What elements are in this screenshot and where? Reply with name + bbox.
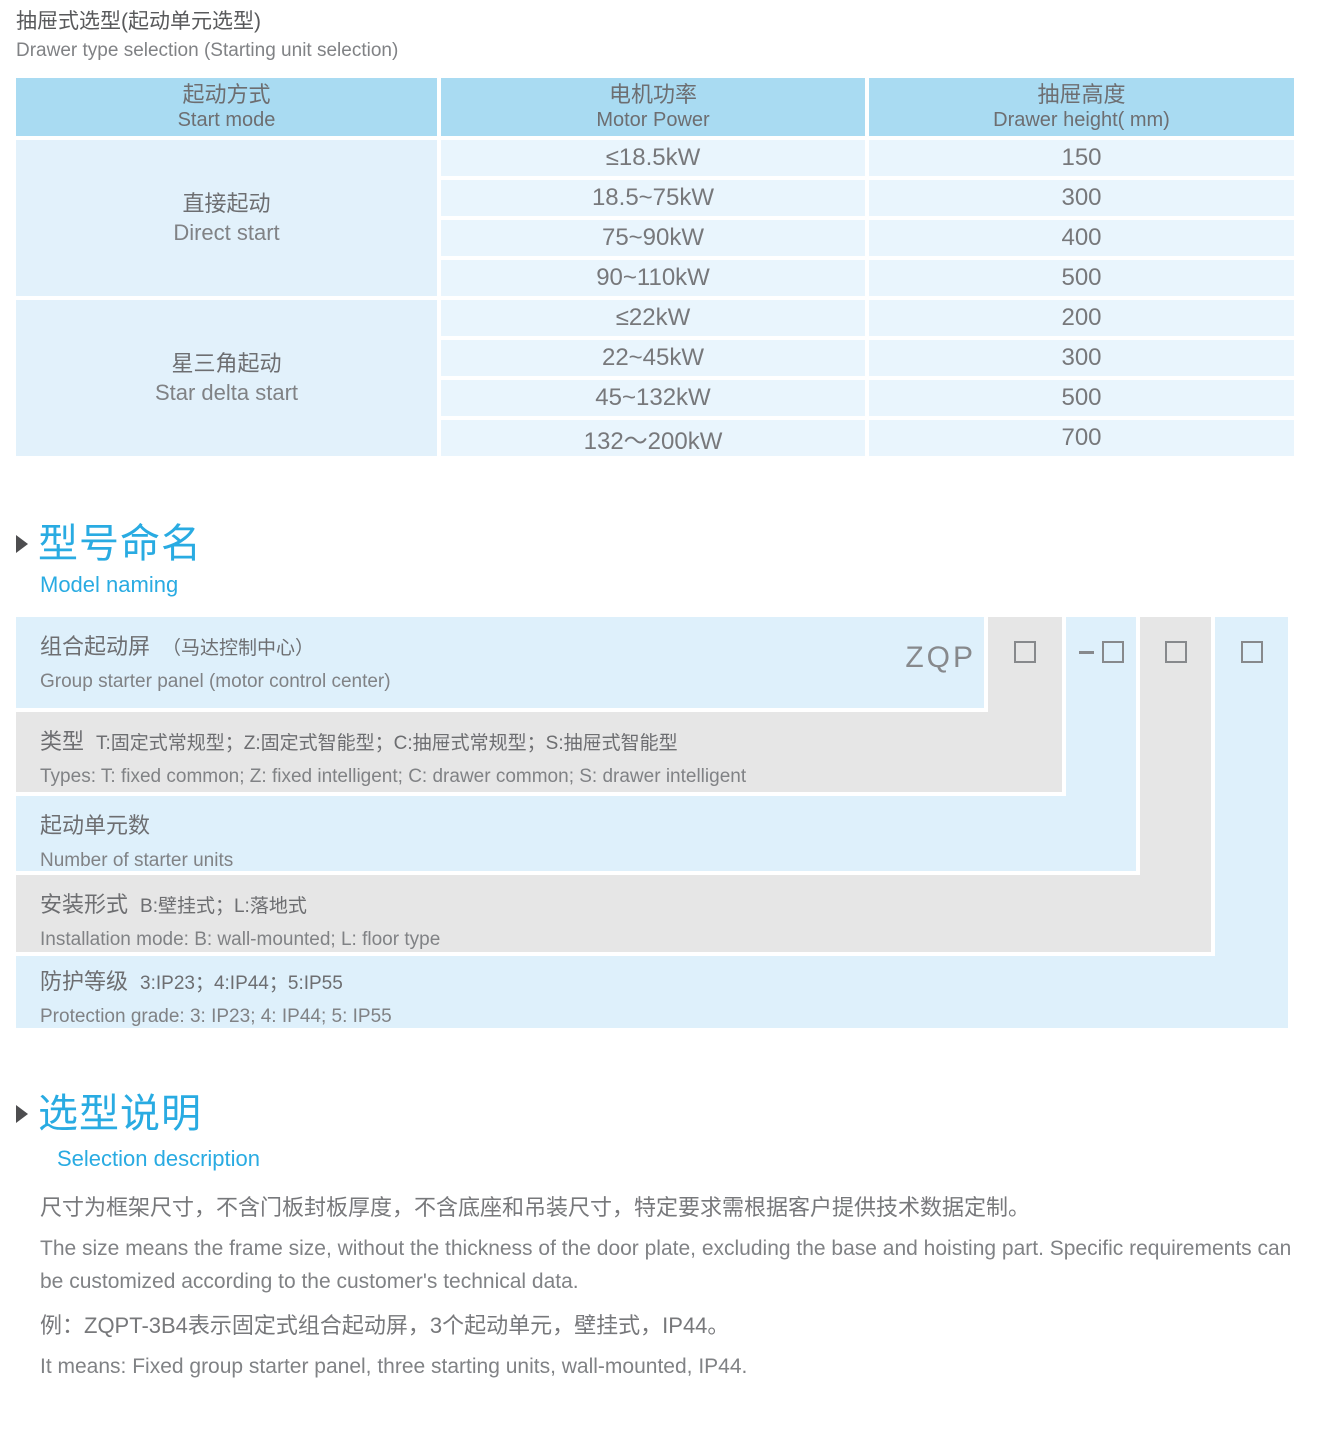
model-naming-diagram: 组合起动屏 （马达控制中心） Group starter panel (motor…	[16, 617, 1288, 1030]
diagram-row-lead-cn: 类型	[40, 729, 85, 754]
height-cell: 500	[869, 380, 1294, 416]
height-cell: 300	[869, 180, 1294, 216]
diagram-row-protection-grade: 防护等级 3:IP23；4:IP44；5:IP55 Protection grad…	[16, 956, 1288, 1028]
diagram-row-starter-units: 起动单元数 Number of starter units	[16, 796, 1136, 871]
col-header-cn: 起动方式	[182, 82, 271, 107]
model-code-dash	[1078, 650, 1094, 654]
col-header-motor-power: 电机功率 Motor Power	[441, 78, 865, 136]
diagram-row-installation-mode: 安装形式 B:壁挂式；L:落地式 Installation mode: B: wa…	[16, 875, 1211, 952]
power-cell: 45~132kW	[441, 380, 865, 416]
diagram-row-lead-cn: 起动单元数	[40, 813, 151, 838]
col-header-cn: 抽屉高度	[1037, 82, 1126, 107]
mode-cn: 直接起动	[182, 191, 271, 216]
section-title-en: Model naming	[40, 572, 179, 597]
power-cell: 75~90kW	[441, 220, 865, 256]
col-header-cn: 电机功率	[608, 82, 697, 107]
section-selection-description-title: 选型说明 Selection description	[16, 1090, 260, 1172]
diagram-row-en: Group starter panel (motor control cente…	[40, 671, 391, 692]
doc-title-cn: 抽屉式选型(起动单元选型)	[16, 10, 261, 33]
mode-cell-direct-start: 直接起动 Direct start	[16, 140, 437, 296]
power-cell: 22~45kW	[441, 340, 865, 376]
diagram-row-detail-cn: B:壁挂式；L:落地式	[140, 896, 307, 917]
height-cell: 300	[869, 340, 1294, 376]
power-cell: 18.5~75kW	[441, 180, 865, 216]
diagram-row-types: 类型 T:固定式常规型；Z:固定式智能型；C:抽屉式常规型；S:抽屉式智能型 Ty…	[16, 712, 1062, 792]
diagram-row-detail-cn: 3:IP23；4:IP44；5:IP55	[140, 973, 343, 994]
diagram-row-en: Installation mode: B: wall-mounted; L: f…	[40, 929, 441, 950]
doc-title-en: Drawer type selection (Starting unit sel…	[16, 40, 399, 61]
power-cell: ≤22kW	[441, 300, 865, 336]
power-cell: ≤18.5kW	[441, 140, 865, 176]
col-header-en: Start mode	[177, 109, 276, 131]
section-arrow-icon	[16, 1105, 28, 1123]
power-cell: 90~110kW	[441, 260, 865, 296]
diagram-row-en: Types: T: fixed common; Z: fixed intelli…	[40, 766, 747, 787]
section-title-cn: 型号命名	[38, 522, 202, 566]
height-cell: 200	[869, 300, 1294, 336]
diagram-pillar-protection	[1215, 617, 1288, 1028]
diagram-row-group-starter-panel: 组合起动屏 （马达控制中心） Group starter panel (motor…	[16, 617, 984, 708]
diagram-row-lead-cn: 组合起动屏	[40, 634, 151, 659]
example-cn: 例：ZQPT-3B4表示固定式组合起动屏，3个起动单元，壁挂式，IP44。	[40, 1313, 730, 1338]
diagram-pillar-type	[988, 617, 1062, 792]
col-header-drawer-height: 抽屉高度 Drawer height( mm)	[869, 78, 1294, 136]
model-code-box	[1014, 641, 1036, 663]
height-cell: 150	[869, 140, 1294, 176]
mode-cell-star-delta-start: 星三角起动 Star delta start	[16, 300, 437, 456]
description-en: The size means the frame size, without t…	[40, 1237, 1292, 1293]
selection-description-text: 尺寸为框架尺寸，不含门板封板厚度，不含底座和吊装尺寸，特定要求需根据客户提供技术…	[40, 1192, 1292, 1395]
selection-table: 起动方式 Start mode 电机功率 Motor Power 抽屉高度 Dr…	[16, 78, 1294, 456]
section-title-cn: 选型说明	[38, 1092, 202, 1136]
height-cell: 500	[869, 260, 1294, 296]
example-en: It means: Fixed group starter panel, thr…	[40, 1355, 748, 1378]
section-arrow-icon	[16, 535, 28, 553]
mode-en: Star delta start	[154, 380, 299, 405]
model-code-box	[1240, 641, 1263, 663]
col-header-en: Motor Power	[596, 109, 710, 131]
diagram-row-detail-cn: T:固定式常规型；Z:固定式智能型；C:抽屉式常规型；S:抽屉式智能型	[96, 733, 678, 754]
diagram-pillar-units	[1066, 617, 1136, 871]
mode-en: Direct start	[173, 220, 280, 245]
section-title-en: Selection description	[57, 1146, 261, 1171]
description-cn: 尺寸为框架尺寸，不含门板封板厚度，不含底座和吊装尺寸，特定要求需根据客户提供技术…	[40, 1195, 1031, 1220]
model-code-text: ZQP	[905, 641, 976, 674]
diagram-row-lead-cn: 防护等级	[40, 969, 129, 994]
section-model-naming-title: 型号命名 Model naming	[16, 520, 202, 598]
diagram-pillar-installation	[1140, 617, 1211, 952]
power-cell: 132～200kW	[441, 420, 865, 456]
diagram-row-detail-cn: （马达控制中心）	[162, 638, 315, 659]
height-cell: 700	[869, 420, 1294, 456]
height-cell: 400	[869, 220, 1294, 256]
diagram-row-en: Number of starter units	[40, 850, 234, 871]
col-header-start-mode: 起动方式 Start mode	[16, 78, 437, 136]
model-code-box	[1164, 641, 1187, 663]
diagram-row-en: Protection grade: 3: IP23; 4: IP44; 5: I…	[40, 1006, 392, 1027]
col-header-en: Drawer height( mm)	[993, 109, 1170, 131]
model-code-box	[1101, 641, 1124, 663]
doc-title: 抽屉式选型(起动单元选型) Drawer type selection (Sta…	[16, 8, 398, 64]
mode-cn: 星三角起动	[171, 351, 282, 376]
diagram-row-lead-cn: 安装形式	[40, 892, 129, 917]
